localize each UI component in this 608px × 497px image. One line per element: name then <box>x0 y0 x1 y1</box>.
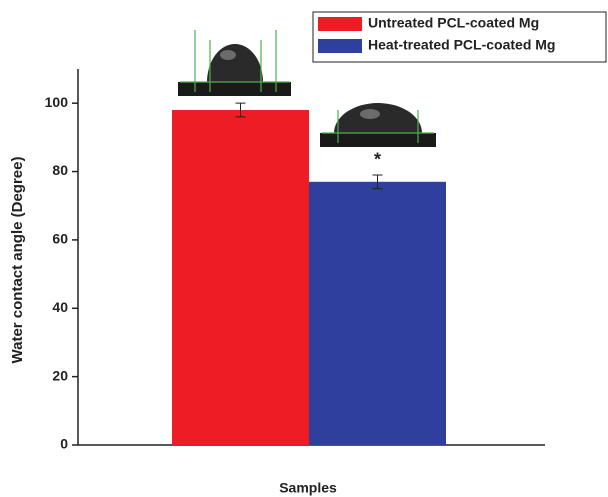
annotation: * <box>374 150 381 170</box>
chart: Water contact angle (Degree) Samples 0 20… <box>0 0 608 497</box>
y-tick-label: 80 <box>52 162 68 178</box>
bar <box>309 182 446 445</box>
droplet-image <box>320 103 436 147</box>
x-axis-label: Samples <box>279 480 337 496</box>
legend-swatch <box>318 39 362 53</box>
y-tick-label: 0 <box>60 436 68 452</box>
y-tick-label: 100 <box>45 94 69 110</box>
y-tick-label: 20 <box>52 367 68 383</box>
y-axis-label: Water contact angle (Degree) <box>9 157 26 364</box>
y-tick-label: 40 <box>52 299 68 315</box>
bar <box>172 110 309 445</box>
y-tick-label: 60 <box>52 231 68 247</box>
legend-swatch <box>318 17 362 31</box>
legend-label: Untreated PCL-coated Mg <box>368 15 539 31</box>
legend-label: Heat-treated PCL-coated Mg <box>368 37 555 53</box>
droplet-image <box>178 30 291 96</box>
